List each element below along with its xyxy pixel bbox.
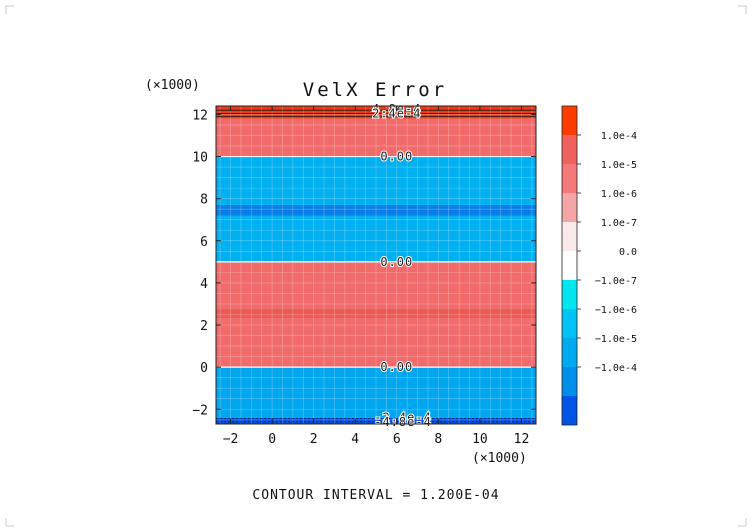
colorbar-swatch xyxy=(562,222,577,251)
contour-label-layer: 4.8e-42.4e-40.000.000.00-2.4e-4-4.8e-4 xyxy=(371,101,432,430)
grid-layer xyxy=(216,106,536,424)
colorbar-swatch xyxy=(562,251,577,280)
colorbar: 1.0e-4 1.0e-5 1.0e-6 1.0e-7 0.0 −1.0e-7 −1.0e-… xyxy=(561,105,637,426)
colorbar-tick-label: −1.0e-4 xyxy=(595,363,637,374)
x-multiplier-label: (×1000) xyxy=(472,451,527,466)
colorbar-swatch xyxy=(562,106,577,135)
contour-band-3 xyxy=(216,308,536,319)
y-tick-label: 4 xyxy=(200,277,208,292)
contour-label: 0.00 xyxy=(380,255,413,269)
colorbar-swatch xyxy=(562,193,577,222)
y-tick-label: 8 xyxy=(200,193,208,208)
y-tick-label: 6 xyxy=(200,235,208,250)
y-tick-label: −2 xyxy=(192,403,208,418)
colorbar-tick-label: 1.0e-4 xyxy=(601,131,637,142)
contour-band-4 xyxy=(216,261,536,309)
colorbar-swatch xyxy=(562,309,577,338)
corner-mark-tl xyxy=(5,5,14,14)
y-axis: −2 0 2 4 6 8 10 12 xyxy=(192,108,536,418)
y-multiplier-label: (×1000) xyxy=(145,78,200,93)
x-tick-label: 10 xyxy=(472,432,488,447)
contour-label: 0.00 xyxy=(380,360,413,374)
y-tick-label: 0 xyxy=(200,361,208,376)
colorbar-swatch xyxy=(562,280,577,309)
y-tick-label: 2 xyxy=(200,319,208,334)
y-tick-label: 10 xyxy=(192,151,208,166)
contour-label: -2.4e-4 xyxy=(374,411,432,425)
corner-mark-tr xyxy=(738,5,747,14)
x-tick-label: 12 xyxy=(514,432,530,447)
x-tick-label: 2 xyxy=(310,432,318,447)
colorbar-swatch xyxy=(562,135,577,164)
x-tick-label: −2 xyxy=(223,432,239,447)
colorbar-swatch xyxy=(562,338,577,367)
colorbar-swatch xyxy=(562,367,577,396)
contour-interval-footer: CONTOUR INTERVAL = 1.200E-04 xyxy=(252,488,499,503)
contour-fill-layer xyxy=(216,106,536,424)
x-tick-label: 8 xyxy=(434,432,442,447)
contour-band-2 xyxy=(216,318,536,368)
contour-band-9 xyxy=(216,106,536,119)
contour-label: 2.4e-4 xyxy=(372,106,421,120)
x-tick-label: 0 xyxy=(268,432,276,447)
colorbar-frame xyxy=(561,105,578,426)
plot-frame xyxy=(215,105,537,425)
x-tick-label: 6 xyxy=(393,432,401,447)
x-tick-label: 4 xyxy=(351,432,359,447)
chart-title: VelX Error xyxy=(303,79,447,101)
contour-band-7 xyxy=(216,156,536,205)
colorbar-swatch xyxy=(562,396,577,425)
colorbar-tick-label: −1.0e-6 xyxy=(595,305,637,316)
colorbar-tick-label: −1.0e-5 xyxy=(595,334,637,345)
contour-band-1 xyxy=(216,367,536,418)
colorbar-tick-label: 0.0 xyxy=(619,247,637,258)
contour-label: 0.00 xyxy=(380,150,413,164)
contour-band-5 xyxy=(216,215,536,262)
colorbar-tick-label: 1.0e-7 xyxy=(601,218,637,229)
y-tick-label: 12 xyxy=(192,108,208,123)
colorbar-tick-label: 1.0e-5 xyxy=(601,160,637,171)
x-axis: −2 0 2 4 6 8 10 12 xyxy=(223,106,530,447)
contour-band-8 xyxy=(216,118,536,157)
contour-band-6 xyxy=(216,204,536,216)
contour-label: -4.8e-4 xyxy=(374,415,432,429)
corner-mark-bl xyxy=(5,518,14,527)
colorbar-tick-label: −1.0e-7 xyxy=(595,276,637,287)
colorbar-tick-label: 1.0e-6 xyxy=(601,189,637,200)
contour-band-0 xyxy=(216,417,536,424)
corner-mark-br xyxy=(738,518,747,527)
colorbar-swatch xyxy=(562,164,577,193)
